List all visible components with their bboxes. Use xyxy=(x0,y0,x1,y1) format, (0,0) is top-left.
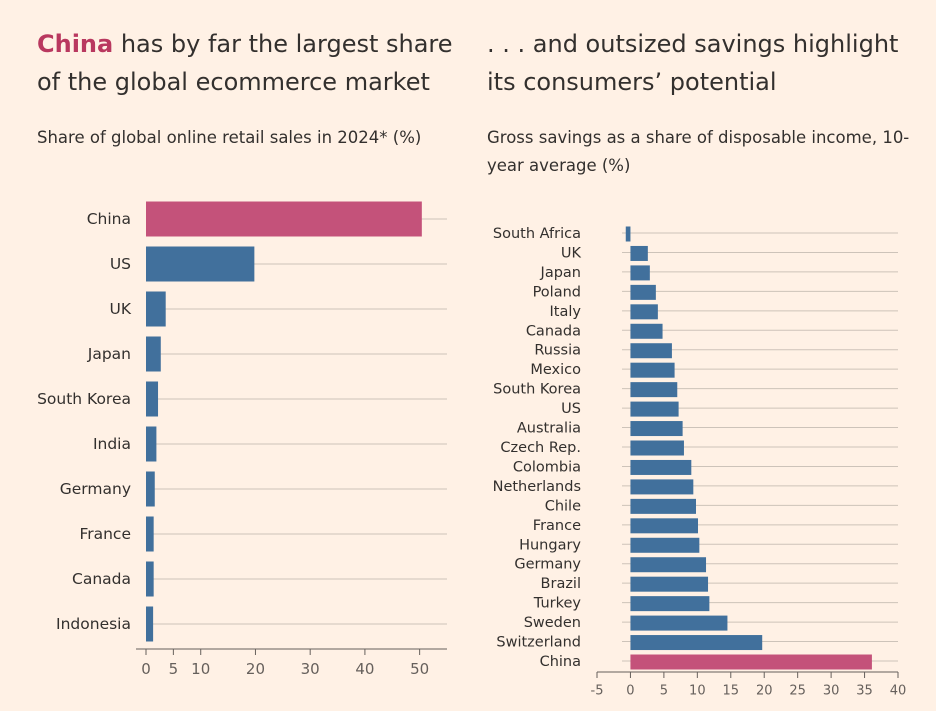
category-label-australia: Australia xyxy=(517,421,581,437)
category-label-france: France xyxy=(533,518,581,534)
left-chart-subtitle: Share of global online retail sales in 2… xyxy=(37,128,422,147)
right-chart-subtitle: Gross savings as a share of disposable i… xyxy=(487,128,910,175)
category-label-south-korea: South Korea xyxy=(37,390,131,408)
category-label-russia: Russia xyxy=(534,343,581,359)
bar-japan xyxy=(146,336,161,372)
x-tick-label: 0 xyxy=(141,660,151,678)
bar-czech-rep xyxy=(630,440,684,456)
bar-italy xyxy=(630,304,658,320)
right-chart-panel: . . . and outsized savings highlight its… xyxy=(468,0,936,711)
x-tick-label: 15 xyxy=(723,684,740,699)
left-chart-title: China has by far the largest share of th… xyxy=(37,25,462,101)
bar-hungary xyxy=(630,537,700,553)
x-tick-label: 25 xyxy=(789,684,806,699)
x-tick-label: 0 xyxy=(626,684,634,699)
x-tick-label: 5 xyxy=(660,684,668,699)
bar-turkey xyxy=(630,596,710,612)
bar-uk xyxy=(630,245,648,261)
bar-japan xyxy=(630,265,650,281)
category-label-japan: Japan xyxy=(87,345,131,363)
x-tick-label: 30 xyxy=(301,660,320,678)
left-bar-chart: China US UK Japan South Korea India Germany Fra… xyxy=(37,201,447,678)
left-chart-panel: China has by far the largest share of th… xyxy=(37,25,462,678)
left-chart-title-rest: has by far the largest share of the glob… xyxy=(37,30,453,96)
category-label-china: China xyxy=(87,210,131,228)
category-label-india: India xyxy=(93,435,131,453)
bar-south-korea xyxy=(630,382,678,398)
x-tick-label: 50 xyxy=(410,660,429,678)
left-chart-title-highlight: China xyxy=(37,30,114,58)
category-label-us: US xyxy=(110,255,131,273)
category-label-france: France xyxy=(79,525,131,543)
category-label-germany: Germany xyxy=(514,557,581,573)
x-tick-label: 10 xyxy=(689,684,706,699)
category-label-uk: UK xyxy=(561,245,582,261)
bar-china xyxy=(630,654,872,670)
x-tick-label: 40 xyxy=(355,660,374,678)
bar-mexico xyxy=(630,362,675,378)
x-tick-label: -5 xyxy=(591,684,604,699)
category-label-sweden: Sweden xyxy=(524,615,581,631)
bar-canada xyxy=(630,323,663,339)
category-label-brazil: Brazil xyxy=(541,576,581,592)
category-label-turkey: Turkey xyxy=(533,596,582,612)
bar-south-korea xyxy=(146,381,159,417)
bar-sweden xyxy=(630,615,728,631)
category-label-germany: Germany xyxy=(60,480,131,498)
right-chart-title: . . . and outsized savings highlight its… xyxy=(487,30,899,96)
x-tick-label: 30 xyxy=(823,684,840,699)
category-label-switzerland: Switzerland xyxy=(496,635,581,651)
x-tick-label: 10 xyxy=(191,660,210,678)
bar-brazil xyxy=(630,576,709,592)
category-label-chile: Chile xyxy=(545,498,581,514)
category-label-canada: Canada xyxy=(72,570,131,588)
bar-france xyxy=(146,516,154,552)
bar-south-africa xyxy=(625,226,631,242)
category-label-canada: Canada xyxy=(526,323,581,339)
bar-indonesia xyxy=(146,606,154,642)
bar-russia xyxy=(630,343,672,359)
bar-us xyxy=(146,246,255,282)
right-bar-chart: South Africa UK Japan Poland Italy Canada Russ… xyxy=(493,226,907,699)
bar-germany xyxy=(146,471,155,507)
bar-netherlands xyxy=(630,479,694,495)
x-tick-label: 5 xyxy=(169,660,179,678)
bar-india xyxy=(146,426,157,462)
bar-australia xyxy=(630,421,683,437)
bar-colombia xyxy=(630,459,692,475)
bar-canada xyxy=(146,561,154,597)
bar-china xyxy=(146,201,422,237)
category-label-poland: Poland xyxy=(533,284,581,300)
x-tick-label: 20 xyxy=(756,684,773,699)
bar-germany xyxy=(630,557,707,573)
category-label-italy: Italy xyxy=(550,304,582,320)
x-tick-label: 35 xyxy=(856,684,873,699)
category-label-mexico: Mexico xyxy=(530,362,581,378)
category-label-netherlands: Netherlands xyxy=(493,479,581,495)
bar-uk xyxy=(146,291,166,327)
category-label-china: China xyxy=(540,654,581,670)
category-label-hungary: Hungary xyxy=(519,537,581,553)
bar-france xyxy=(630,518,699,534)
bar-switzerland xyxy=(630,635,763,651)
category-label-japan: Japan xyxy=(540,265,581,281)
category-label-czech-rep: Czech Rep. xyxy=(500,440,581,456)
x-tick-label: 20 xyxy=(246,660,265,678)
category-label-indonesia: Indonesia xyxy=(56,615,131,633)
bar-poland xyxy=(630,284,656,300)
category-label-us: US xyxy=(561,401,581,417)
bar-chile xyxy=(630,498,696,514)
bar-us xyxy=(630,401,679,417)
category-label-colombia: Colombia xyxy=(513,459,581,475)
x-tick-label: 40 xyxy=(890,684,907,699)
category-label-south-korea: South Korea xyxy=(493,382,581,398)
category-label-south-africa: South Africa xyxy=(493,226,581,242)
category-label-uk: UK xyxy=(109,300,131,318)
